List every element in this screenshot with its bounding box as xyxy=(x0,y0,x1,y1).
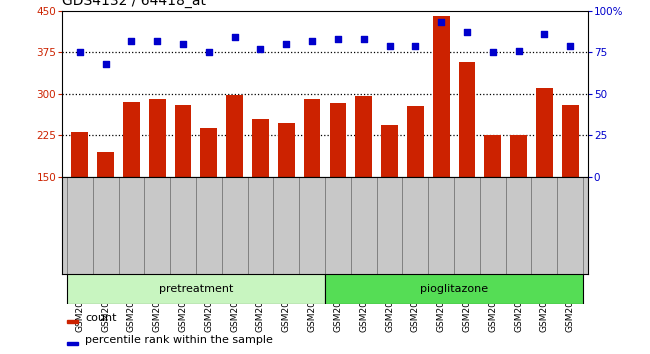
Point xyxy=(229,34,240,40)
Bar xyxy=(458,62,475,260)
Point xyxy=(565,43,575,48)
Bar xyxy=(330,103,346,260)
Bar xyxy=(484,135,501,260)
Bar xyxy=(510,135,527,260)
Text: agent: agent xyxy=(18,283,47,293)
Point xyxy=(100,61,110,67)
Bar xyxy=(226,95,243,260)
Text: pretreatment: pretreatment xyxy=(159,284,233,295)
Point xyxy=(384,43,395,48)
Point xyxy=(203,50,214,55)
Point xyxy=(410,43,421,48)
Point xyxy=(462,29,472,35)
Point xyxy=(359,36,369,42)
Bar xyxy=(149,99,166,260)
Bar xyxy=(407,106,424,260)
Point xyxy=(281,41,291,47)
Bar xyxy=(325,274,583,304)
Bar xyxy=(67,274,325,304)
Point xyxy=(540,31,550,37)
Bar xyxy=(356,96,372,260)
Text: percentile rank within the sample: percentile rank within the sample xyxy=(85,335,273,345)
Text: count: count xyxy=(85,313,117,323)
Bar xyxy=(175,105,192,260)
Point xyxy=(178,41,188,47)
Bar xyxy=(67,342,79,345)
Bar xyxy=(433,16,450,260)
Bar xyxy=(72,132,88,260)
Point xyxy=(152,38,162,44)
Point xyxy=(126,38,136,44)
Point xyxy=(514,48,524,53)
Bar xyxy=(67,320,79,323)
Bar xyxy=(381,125,398,260)
Bar xyxy=(536,88,552,260)
Bar xyxy=(278,123,294,260)
Bar xyxy=(252,119,269,260)
Point xyxy=(307,38,317,44)
Bar xyxy=(200,128,217,260)
Bar xyxy=(304,99,320,260)
Point xyxy=(333,36,343,42)
Point xyxy=(436,19,447,25)
Text: pioglitazone: pioglitazone xyxy=(420,284,488,295)
Point xyxy=(255,46,266,52)
Text: GDS4132 / 64418_at: GDS4132 / 64418_at xyxy=(62,0,206,8)
Bar xyxy=(562,105,578,260)
Bar xyxy=(123,102,140,260)
Point xyxy=(488,50,498,55)
Text: ▶: ▶ xyxy=(44,285,53,295)
Point xyxy=(75,50,85,55)
Bar xyxy=(98,152,114,260)
